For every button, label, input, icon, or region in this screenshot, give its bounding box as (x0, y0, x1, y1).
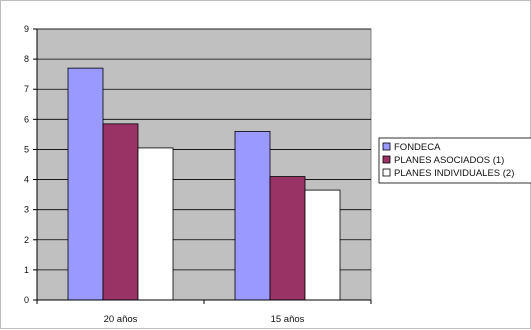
legend: FONDECA PLANES ASOCIADOS (1) PLANES INDIVI… (378, 137, 531, 184)
legend-label-2: PLANES ASOCIADOS (1) (394, 155, 504, 166)
bar-3-2 (304, 189, 341, 301)
legend-label-1: FONDECA (394, 142, 441, 153)
legend-swatch-2 (382, 155, 391, 164)
x-category-label-1: 20 años (104, 314, 138, 325)
axis-group: 0 1 2 3 4 5 6 7 8 9 20 años 15 años (24, 24, 372, 325)
y-tick-label-7: 7 (24, 84, 29, 94)
bar-3-1 (137, 147, 174, 301)
bar-1-2 (234, 130, 271, 301)
y-tick-label-1: 1 (24, 265, 29, 275)
plot-area-group (36, 28, 372, 301)
y-tick-label-8: 8 (24, 54, 29, 64)
y-tick-label-9: 9 (24, 24, 29, 34)
bar-1-1 (67, 67, 104, 301)
y-tick-label-4: 4 (24, 175, 29, 185)
y-tick-label-2: 2 (24, 235, 29, 245)
y-tick-label-6: 6 (24, 114, 29, 124)
legend-swatch-1 (382, 142, 391, 151)
y-tick-label-0: 0 (24, 295, 29, 305)
bar-2-2 (269, 176, 306, 301)
y-tick-label-3: 3 (24, 205, 29, 215)
bar-2-1 (102, 123, 139, 301)
x-category-label-2: 15 años (271, 314, 305, 325)
y-tick-label-5: 5 (24, 144, 29, 154)
legend-box (378, 137, 531, 184)
legend-swatch-3 (382, 168, 391, 177)
legend-label-3: PLANES INDIVIDUALES (2) (394, 168, 514, 179)
